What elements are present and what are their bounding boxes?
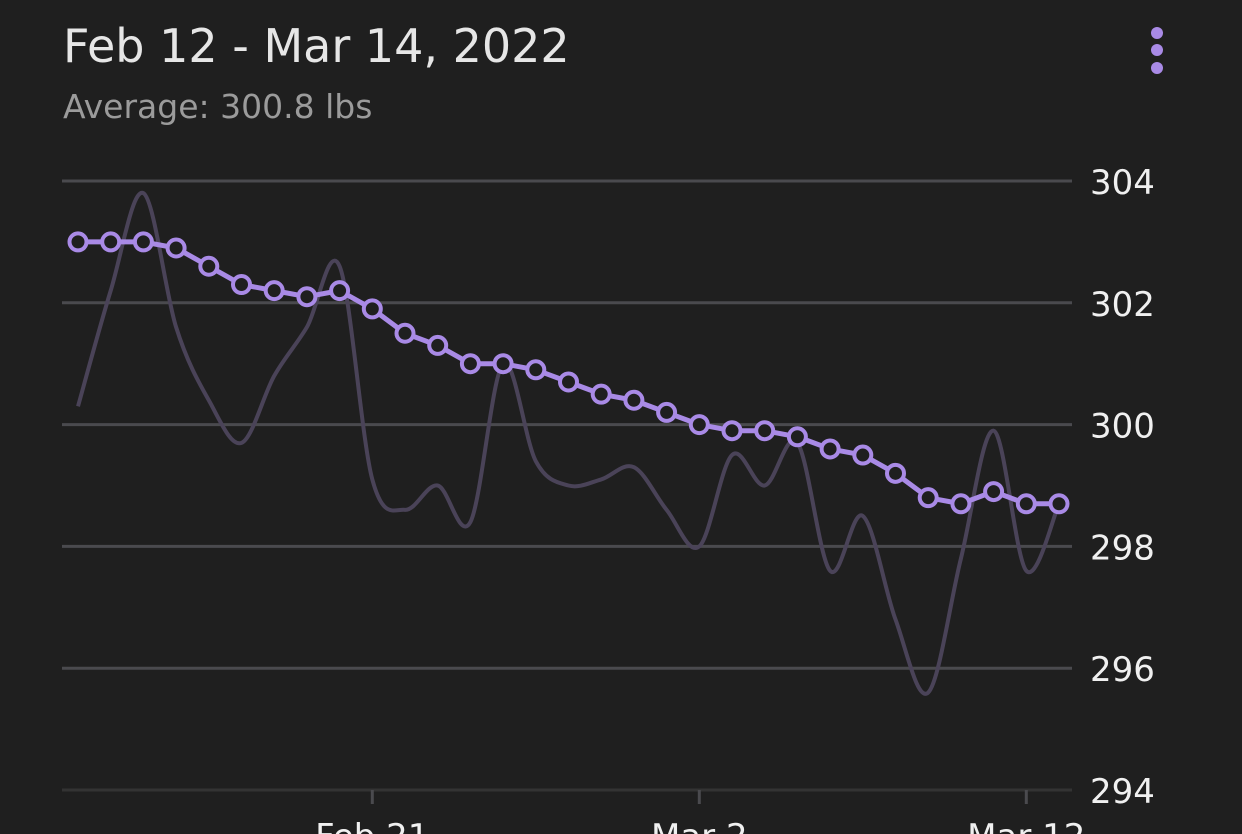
- y-tick-label: 304: [1090, 163, 1155, 203]
- trend-point: [263, 280, 285, 302]
- trend-point: [100, 231, 122, 253]
- raw-line: [76, 191, 1061, 696]
- trend-point: [67, 231, 89, 253]
- trend-point: [427, 334, 449, 356]
- y-tick-label: 296: [1090, 650, 1155, 690]
- trend-point: [688, 414, 710, 436]
- trend-point: [198, 255, 220, 277]
- x-tick-label: Feb 21: [315, 817, 429, 834]
- trend-point: [721, 420, 743, 442]
- y-tick-label: 294: [1090, 772, 1155, 812]
- trend-point: [558, 371, 579, 393]
- trend-point: [459, 353, 481, 375]
- menu-dot: [1151, 44, 1163, 56]
- y-tick-label: 298: [1090, 528, 1155, 568]
- chart-subtitle: Average: 300.8 lbs: [63, 87, 372, 126]
- menu-dot: [1151, 62, 1163, 74]
- trend-point: [525, 359, 547, 381]
- trend-point: [1015, 493, 1037, 515]
- trend-point: [786, 426, 808, 448]
- x-tick-label: Mar 2: [651, 817, 748, 834]
- trend-point: [590, 383, 612, 405]
- menu-dot: [1151, 27, 1163, 39]
- trend-point: [361, 298, 383, 320]
- trend-point: [329, 280, 351, 302]
- trend-point: [819, 438, 841, 460]
- trend-point: [623, 389, 645, 411]
- chart-title: Feb 12 - Mar 14, 2022: [63, 19, 570, 73]
- trend-point: [165, 237, 187, 259]
- menu-button[interactable]: [1151, 27, 1163, 74]
- trend-point: [394, 322, 416, 344]
- y-tick-label: 300: [1090, 407, 1155, 447]
- trend-point: [656, 401, 678, 423]
- trend-point: [1048, 493, 1070, 515]
- trend-point: [492, 353, 514, 375]
- trend-point: [950, 493, 972, 515]
- trend-point: [754, 420, 776, 442]
- trend-point: [231, 274, 252, 296]
- trend-point: [917, 487, 939, 509]
- trend-point: [983, 481, 1005, 503]
- trend-point: [852, 444, 874, 466]
- trend-point: [296, 286, 318, 308]
- trend-point: [132, 231, 154, 253]
- y-tick-label: 302: [1090, 285, 1155, 325]
- trend-point: [885, 462, 906, 484]
- x-tick-label: Mar 12: [967, 817, 1085, 834]
